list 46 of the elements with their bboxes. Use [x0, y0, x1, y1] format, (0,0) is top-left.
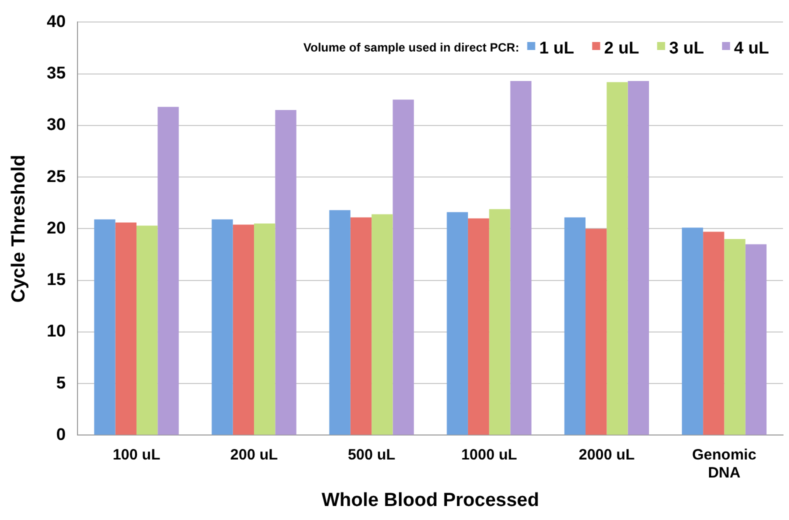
bar [232, 224, 254, 435]
bar [724, 239, 746, 435]
bar [446, 212, 468, 435]
bar [115, 222, 136, 435]
bar [350, 217, 372, 435]
y-tick-label: 10 [46, 322, 66, 341]
bar [212, 219, 233, 435]
y-tick-label: 40 [46, 12, 66, 31]
bar [745, 244, 767, 435]
y-tick-label: 5 [56, 373, 66, 392]
x-axis-title: Whole Blood Processed [322, 490, 540, 511]
bar [94, 219, 116, 435]
x-tick-label: 1000 uL [461, 446, 518, 464]
y-axis-title: Cycle Threshold [8, 154, 30, 303]
bar [275, 110, 296, 435]
bar [682, 228, 704, 435]
legend-label: 1 uL [539, 38, 574, 58]
y-tick-label: 25 [46, 166, 66, 186]
y-tick-label: 35 [46, 64, 66, 83]
bar [158, 106, 179, 435]
y-tick-label: 15 [46, 270, 66, 290]
legend-title: Volume of sample used in direct PCR: [303, 40, 520, 54]
x-tick-label: 200 uL [230, 446, 278, 464]
x-tick-label: Genomic DNA [692, 446, 756, 482]
bar [564, 217, 586, 435]
legend-label: 2 uL [604, 38, 640, 58]
bar [329, 210, 350, 435]
bar [510, 81, 532, 435]
x-tick-label: 2000 uL [578, 446, 635, 464]
bar [136, 226, 158, 435]
x-tick-label: 500 uL [348, 446, 396, 464]
bar [586, 228, 607, 435]
bar [372, 214, 393, 435]
bar [703, 232, 724, 435]
y-tick-label: 30 [46, 115, 66, 134]
y-tick-label: 0 [56, 424, 66, 444]
bar [254, 224, 276, 435]
y-tick-label: 20 [46, 218, 66, 238]
legend-label: 3 uL [669, 38, 704, 58]
x-tick-label: 100 uL [112, 446, 160, 464]
bar [392, 100, 414, 435]
bar [489, 209, 510, 435]
bar [606, 82, 628, 435]
bar [628, 81, 649, 435]
legend-label: 4 uL [734, 38, 770, 58]
bar [468, 218, 490, 435]
